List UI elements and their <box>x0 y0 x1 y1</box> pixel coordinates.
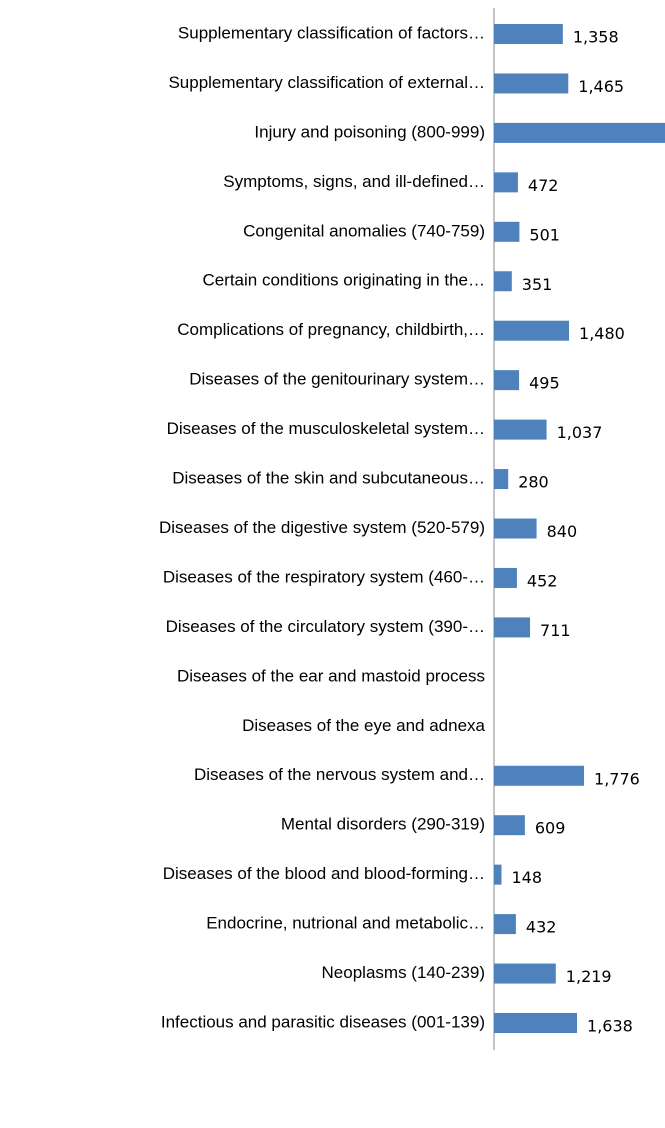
value-label: 495 <box>529 374 560 393</box>
category-label: Diseases of the digestive system (520-57… <box>159 518 485 537</box>
category-label: Mental disorders (290-319) <box>281 815 485 834</box>
category-label: Diseases of the eye and adnexa <box>242 716 485 735</box>
bar <box>494 419 547 440</box>
bar <box>494 172 518 193</box>
bar <box>494 1013 578 1033</box>
bar <box>494 320 570 341</box>
bar <box>494 864 502 885</box>
category-label: Certain conditions originating in the… <box>202 271 485 290</box>
category-label: Diseases of the genitourinary system… <box>189 370 485 389</box>
bar <box>494 271 512 292</box>
category-label: Injury and poisoning (800-999) <box>254 122 485 141</box>
category-label: Complications of pregnancy, childbirth,… <box>177 320 485 339</box>
value-label: 452 <box>527 571 558 590</box>
value-label: 1,219 <box>566 967 612 986</box>
value-label: 1,480 <box>579 324 625 343</box>
bar <box>494 24 563 44</box>
category-label: Supplementary classification of factors… <box>178 23 485 42</box>
category-label: Symptoms, signs, and ill-defined… <box>223 172 485 191</box>
value-label: 148 <box>512 868 543 887</box>
value-label: 351 <box>522 275 553 294</box>
bar <box>494 617 531 638</box>
value-label: 472 <box>528 176 559 195</box>
category-label: Diseases of the skin and subcutaneous… <box>172 469 485 488</box>
bar <box>494 370 520 391</box>
value-label: 1,465 <box>578 77 624 96</box>
bar <box>494 73 569 94</box>
value-label: 501 <box>529 225 560 244</box>
bar <box>494 765 585 786</box>
category-label: Diseases of the musculoskeletal system… <box>167 419 485 438</box>
value-label: 609 <box>535 819 566 838</box>
value-label: 711 <box>540 621 571 640</box>
value-label: 1,037 <box>557 423 603 442</box>
value-label: 1,776 <box>594 769 640 788</box>
bar <box>494 963 556 984</box>
bar <box>494 122 665 143</box>
category-label: Diseases of the nervous system and… <box>194 765 485 784</box>
category-label: Infectious and parasitic diseases (001-1… <box>161 1012 485 1031</box>
value-label: 1,638 <box>587 1017 633 1036</box>
bar <box>494 518 537 539</box>
value-label: 840 <box>547 522 578 541</box>
category-label: Diseases of the blood and blood-forming… <box>163 864 485 883</box>
value-label: 1,358 <box>573 28 619 47</box>
category-label: Diseases of the ear and mastoid process <box>177 666 485 685</box>
category-label: Congenital anomalies (740-759) <box>243 221 485 240</box>
bar <box>494 914 516 935</box>
category-label: Neoplasms (140-239) <box>322 963 485 982</box>
bar <box>494 221 520 242</box>
value-label: 280 <box>518 473 549 492</box>
value-label: 432 <box>526 918 557 937</box>
category-label: Diseases of the respiratory system (460-… <box>163 567 485 586</box>
bar <box>494 469 509 490</box>
bar <box>494 567 517 588</box>
category-label: Supplementary classification of external… <box>168 73 485 92</box>
category-label: Endocrine, nutrional and metabolic… <box>206 914 485 933</box>
bar <box>494 815 525 836</box>
category-label: Diseases of the circulatory system (390-… <box>166 617 485 636</box>
